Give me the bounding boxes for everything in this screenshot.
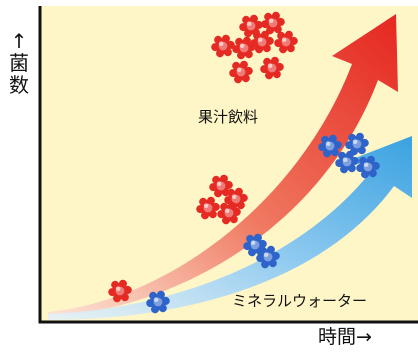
y-axis-label-char: 数 [9,73,29,97]
water-growth-arrow [48,136,412,320]
water-series-label: ミネラルウォーター [232,292,368,310]
y-axis-label: ↑ 菌 数 [4,30,34,96]
x-axis-label: 時間→ [318,326,372,348]
y-axis-label-char: 菌 [9,51,29,75]
juice-growth-arrow [48,14,398,318]
y-axis-arrow: ↑ [10,29,28,53]
juice-series-label: 果汁飲料 [198,108,259,126]
